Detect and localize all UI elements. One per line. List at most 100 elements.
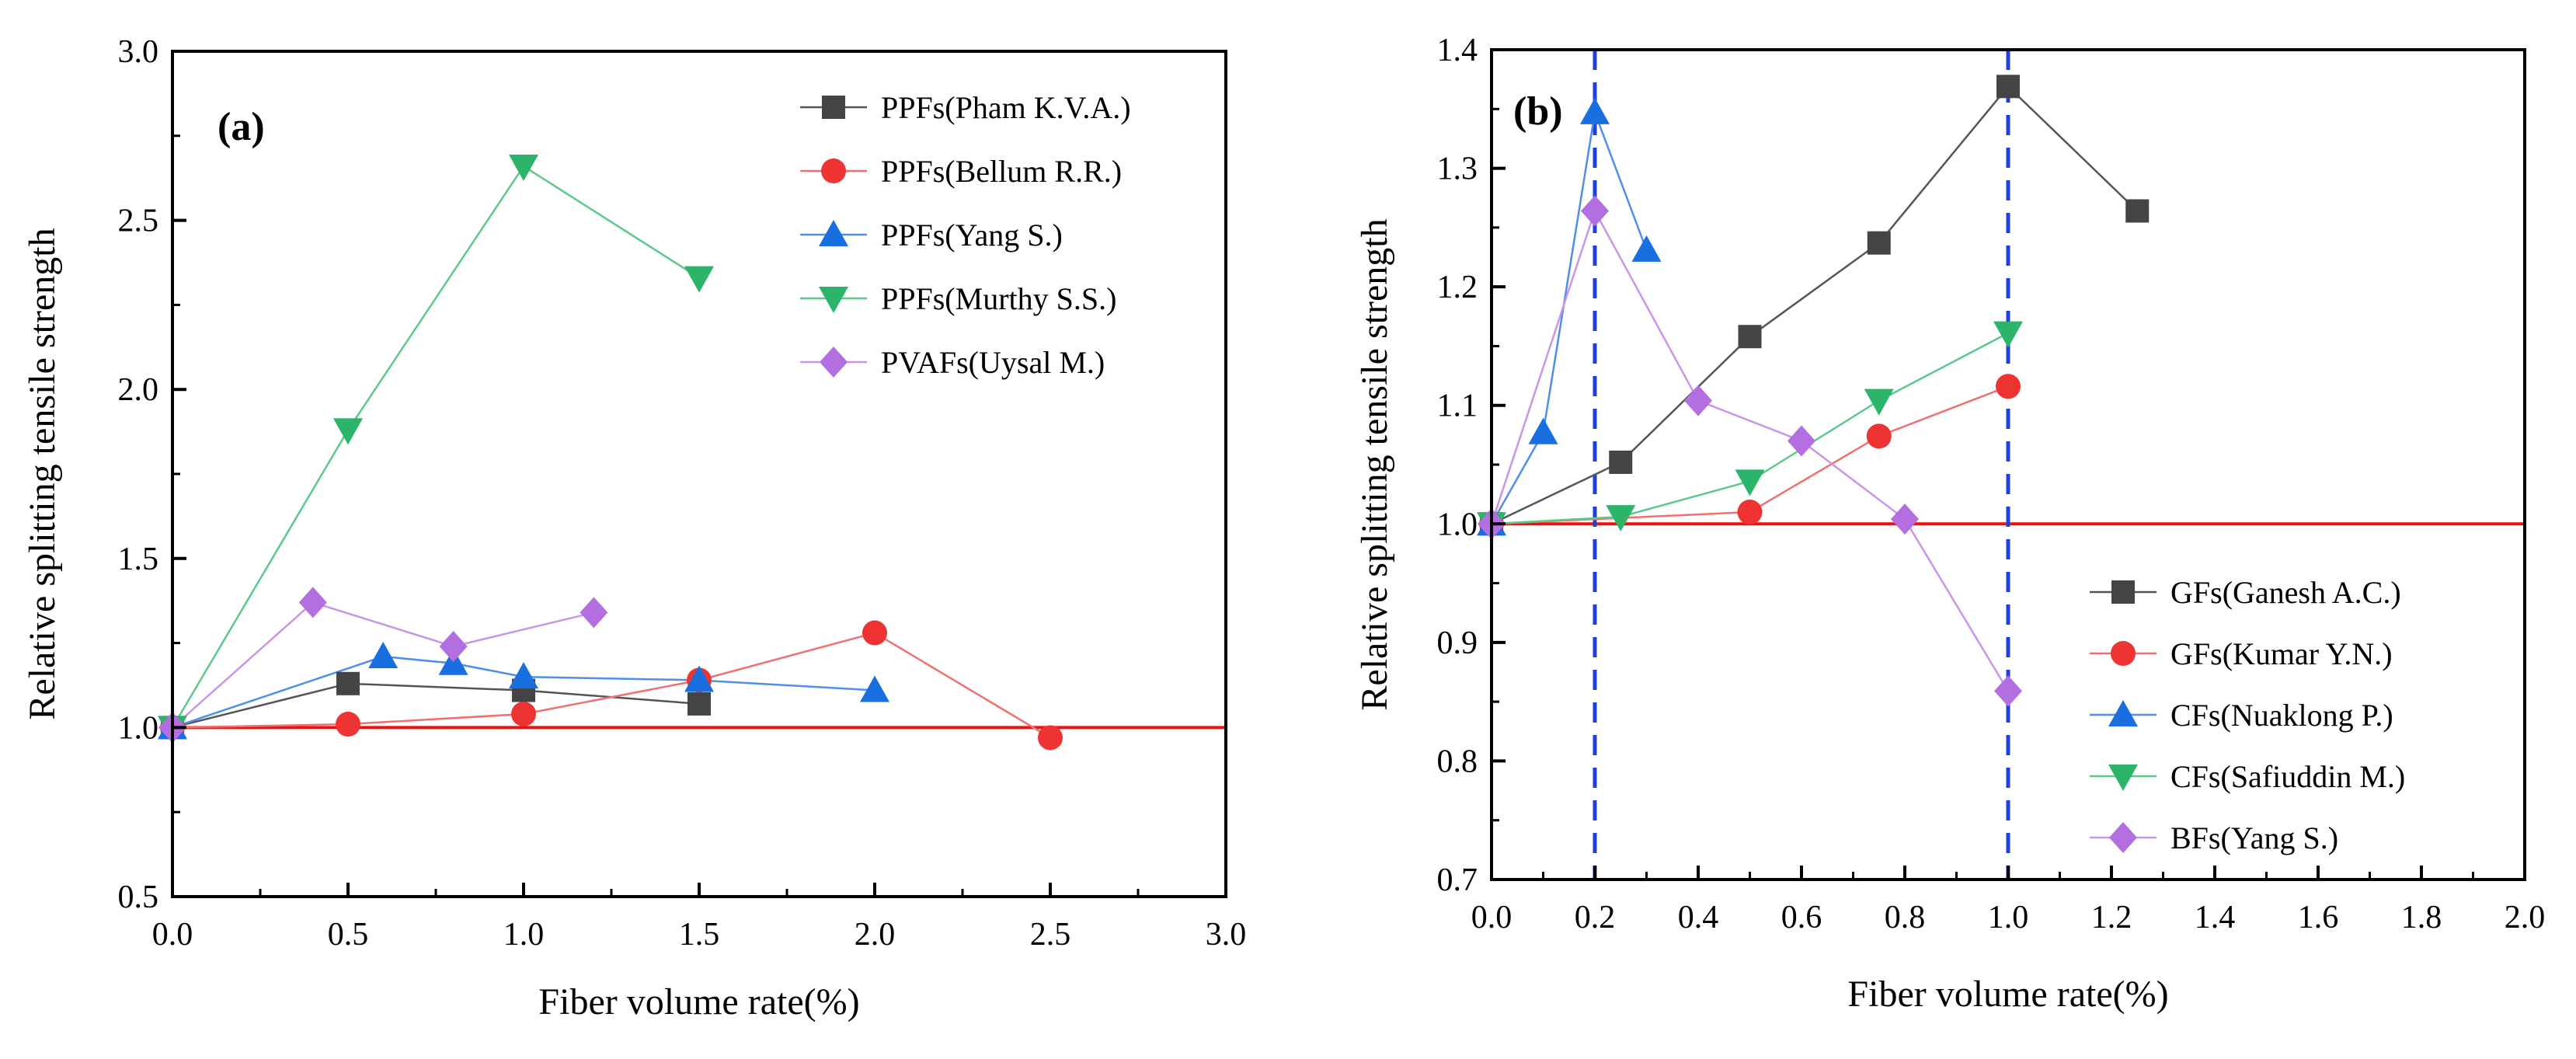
y-tick-label: 0.9 xyxy=(1437,625,1478,661)
data-point-3 xyxy=(333,418,363,445)
panel-label: (b) xyxy=(1513,89,1563,134)
x-tick-label: 1.0 xyxy=(503,917,545,953)
legend-marker xyxy=(2108,765,2138,791)
data-point-0 xyxy=(1609,450,1633,474)
y-tick-label: 1.1 xyxy=(1437,388,1478,424)
data-point-4 xyxy=(1581,195,1609,227)
data-point-3 xyxy=(1864,388,1894,416)
x-axis-title: Fiber volume rate(%) xyxy=(1847,974,2168,1015)
x-tick-label: 0.5 xyxy=(328,917,369,953)
y-tick-label: 0.7 xyxy=(1437,862,1478,898)
data-point-2 xyxy=(1580,97,1610,124)
y-tick-label: 1.4 xyxy=(1437,33,1478,68)
legend-entry: PPFs(Murthy S.S.) xyxy=(881,281,1116,316)
data-point-0 xyxy=(336,671,360,695)
data-point-4 xyxy=(1788,425,1815,457)
data-point-4 xyxy=(298,587,327,618)
x-tick-label: 2.0 xyxy=(2505,900,2546,935)
legend-marker xyxy=(822,96,845,119)
x-tick-label: 0.0 xyxy=(1471,900,1513,935)
x-tick-label: 1.4 xyxy=(2195,900,2236,935)
y-tick-label: 1.0 xyxy=(118,710,159,746)
data-point-2 xyxy=(1631,235,1662,262)
x-tick-label: 0.4 xyxy=(1678,900,1719,935)
data-point-1 xyxy=(336,712,360,737)
legend-entry: PPFs(Yang S.) xyxy=(881,218,1063,253)
x-tick-label: 1.0 xyxy=(1988,900,2029,935)
chart-panel-b: 0.0 0.2 0.4 0.6 0.8 1.0 1.2 1.4 1.6 1.8 2.0 0.7 0.8 0… xyxy=(1354,33,2545,1015)
data-point-4 xyxy=(439,630,468,662)
legend-marker xyxy=(819,287,848,313)
series-line-0 xyxy=(1491,85,2139,525)
data-point-3 xyxy=(684,266,714,293)
panel-label: (a) xyxy=(218,105,265,149)
data-point-2 xyxy=(860,675,889,702)
legend-entry: GFs(Kumar Y.N.) xyxy=(2170,636,2393,671)
y-axis-title: Relative splitting tensile strength xyxy=(22,228,63,719)
legend: PPFs(Pham K.V.A.) PPFs(Bellum R.R.) PPFs(Y… xyxy=(800,90,1131,380)
data-point-0 xyxy=(2125,199,2150,223)
legend-entry: PPFs(Bellum R.R.) xyxy=(881,154,1122,189)
data-point-1 xyxy=(511,701,536,726)
y-axis-title: Relative splitting tensile strength xyxy=(1354,218,1395,710)
x-axis-title: Fiber volume rate(%) xyxy=(538,981,859,1022)
data-point-0 xyxy=(1738,325,1762,349)
series-line-2 xyxy=(1490,109,1648,524)
series-line-2 xyxy=(172,655,875,729)
data-point-4 xyxy=(580,597,608,629)
x-tick-label: 0.2 xyxy=(1575,900,1616,935)
x-tick-label: 2.5 xyxy=(1030,917,1071,953)
legend-entry: CFs(Safiuddin M.) xyxy=(2170,759,2405,794)
data-point-1 xyxy=(1996,374,2021,399)
x-tick-label: 1.6 xyxy=(2298,900,2339,935)
data-point-1 xyxy=(1866,423,1892,449)
data-point-2 xyxy=(684,665,714,692)
y-tick-label: 1.3 xyxy=(1437,152,1478,187)
legend-entry: GFs(Ganesh A.C.) xyxy=(2170,575,2401,610)
data-point-4 xyxy=(1684,385,1712,416)
legend-marker xyxy=(821,159,846,183)
data-point-1 xyxy=(1737,500,1763,525)
x-tick-label: 0.0 xyxy=(152,917,193,953)
series-line-4 xyxy=(172,601,594,729)
data-point-2 xyxy=(509,662,538,689)
legend-marker xyxy=(2111,580,2135,604)
legend-marker xyxy=(819,220,848,246)
x-tick-label: 1.8 xyxy=(2401,900,2442,935)
legend-entry: CFs(Nuaklong P.) xyxy=(2170,698,2393,733)
legend-entry: PPFs(Pham K.V.A.) xyxy=(881,90,1131,125)
series-line-3 xyxy=(171,165,700,729)
data-point-3 xyxy=(1606,505,1636,532)
legend-marker xyxy=(2108,700,2138,726)
data-point-4 xyxy=(1994,675,2022,707)
legend-entry: PVAFs(Uysal M.) xyxy=(881,345,1105,380)
data-point-1 xyxy=(862,620,887,646)
data-point-3 xyxy=(509,154,538,181)
data-point-2 xyxy=(1528,417,1558,444)
data-point-0 xyxy=(1867,231,1891,255)
x-tick-label: 0.6 xyxy=(1781,900,1822,935)
y-tick-label: 0.5 xyxy=(118,880,159,915)
x-tick-label: 1.5 xyxy=(679,917,720,953)
data-point-3 xyxy=(1735,469,1765,496)
legend-entry: BFs(Yang S.) xyxy=(2170,820,2338,855)
legend-marker xyxy=(2109,822,2137,853)
y-tick-label: 1.0 xyxy=(1437,507,1478,542)
x-tick-label: 1.2 xyxy=(2091,900,2132,935)
x-tick-label: 3.0 xyxy=(1206,917,1247,953)
y-tick-label: 2.0 xyxy=(118,372,159,408)
data-point-2 xyxy=(368,642,399,669)
y-tick-label: 2.5 xyxy=(118,204,159,239)
y-tick-label: 1.5 xyxy=(118,542,159,577)
chart-panel-a: 0.0 0.5 1.0 1.5 2.0 2.5 3.00.51.01.52.02.53.0F… xyxy=(22,34,1246,1022)
data-point-1 xyxy=(1038,725,1063,751)
data-point-0 xyxy=(1996,75,2020,99)
series-line-4 xyxy=(1490,208,2010,692)
data-point-3 xyxy=(1993,321,2023,348)
y-tick-label: 0.8 xyxy=(1437,744,1478,779)
y-tick-label: 1.2 xyxy=(1437,270,1478,305)
legend-marker xyxy=(820,347,848,378)
series-line-1 xyxy=(172,632,1051,739)
data-point-4 xyxy=(1891,503,1919,535)
